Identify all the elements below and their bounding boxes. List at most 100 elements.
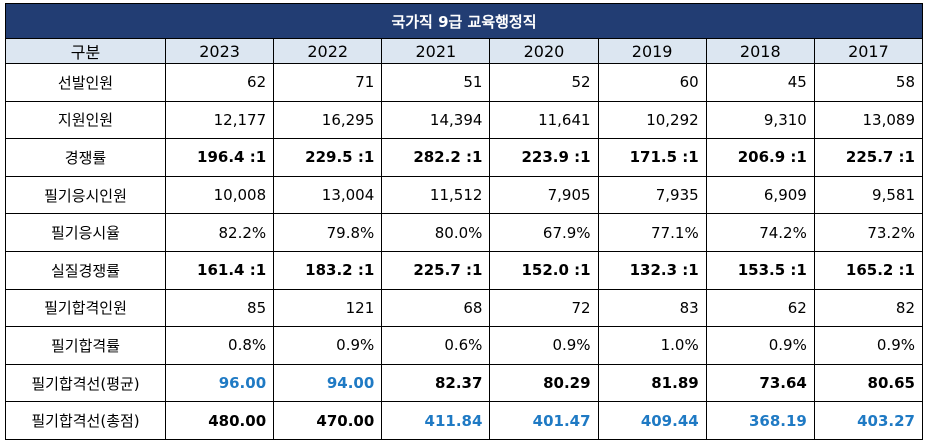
table-cell: 79.8% [273, 213, 383, 252]
row-label: 필기합격인원 [5, 288, 166, 328]
table-cell: 71 [273, 63, 383, 102]
table-cell: 7,905 [489, 175, 599, 215]
year-header: 2023 [164, 38, 275, 64]
row-label: 필기합격선(평균) [5, 363, 166, 403]
table-cell: 153.5 :1 [705, 250, 815, 290]
table-cell: 10,008 [164, 175, 275, 215]
row-label: 실질경쟁률 [5, 250, 166, 290]
table-cell: 1.0% [597, 326, 707, 365]
table-row: 경쟁률 196.4 :1 229.5 :1 282.2 :1 223.9 :1 171.5… [5, 138, 924, 177]
table-cell: 229.5 :1 [273, 138, 383, 177]
table-cell: 67.9% [489, 213, 599, 252]
table-cell: 10,292 [597, 100, 707, 140]
table-cell: 80.29 [489, 363, 599, 403]
table-row: 선발인원 62 71 51 52 60 45 58 [5, 63, 924, 102]
table-cell: 62 [164, 63, 275, 102]
year-header: 2018 [705, 38, 815, 64]
table-cell: 196.4 :1 [164, 138, 275, 177]
table-body: 선발인원 62 71 51 52 60 45 58 지원인원 12,177 16,295 14,394… [5, 63, 924, 440]
table-cell: 223.9 :1 [489, 138, 599, 177]
table-cell: 14,394 [381, 100, 491, 140]
table-cell: 94.00 [273, 363, 383, 403]
year-header: 2021 [381, 38, 491, 64]
table-cell: 80.0% [381, 213, 491, 252]
table-cell: 0.9% [273, 326, 383, 365]
title-row: 국가직 9급 교육행정직 [5, 3, 923, 39]
table-cell: 9,310 [705, 100, 815, 140]
table-cell: 206.9 :1 [705, 138, 815, 177]
table-cell: 12,177 [164, 100, 275, 140]
table-cell: 81.89 [597, 363, 707, 403]
table-cell: 171.5 :1 [597, 138, 707, 177]
row-label: 필기합격선(총점) [5, 401, 166, 440]
table-cell: 0.9% [489, 326, 599, 365]
table-cell: 62 [705, 288, 815, 328]
row-label: 필기응시인원 [5, 175, 166, 215]
table-cell: 16,295 [273, 100, 383, 140]
header-row: 구분 2023 2022 2021 2020 2019 2018 2017 [5, 38, 924, 64]
table-cell: 161.4 :1 [164, 250, 275, 290]
table-cell: 45 [705, 63, 815, 102]
year-header: 2019 [597, 38, 707, 64]
table-cell: 0.9% [813, 326, 924, 365]
table-cell: 82 [813, 288, 924, 328]
table-cell: 73.64 [705, 363, 815, 403]
table-cell: 11,641 [489, 100, 599, 140]
row-label: 선발인원 [5, 63, 166, 102]
table-cell: 121 [273, 288, 383, 328]
table-cell: 13,089 [813, 100, 924, 140]
table-title: 국가직 9급 교육행정직 [5, 3, 923, 39]
table-cell: 409.44 [597, 401, 707, 440]
table-cell: 0.9% [705, 326, 815, 365]
table-cell: 68 [381, 288, 491, 328]
table-cell: 282.2 :1 [381, 138, 491, 177]
table-cell: 183.2 :1 [273, 250, 383, 290]
table-cell: 6,909 [705, 175, 815, 215]
table-row: 지원인원 12,177 16,295 14,394 11,641 10,292 9,310 1… [5, 100, 924, 140]
table-cell: 96.00 [164, 363, 275, 403]
table-row: 필기합격인원 85 121 68 72 83 62 82 [5, 288, 924, 328]
table-cell: 0.6% [381, 326, 491, 365]
table-cell: 225.7 :1 [381, 250, 491, 290]
table-cell: 132.3 :1 [597, 250, 707, 290]
table-cell: 72 [489, 288, 599, 328]
exam-stats-table: 국가직 9급 교육행정직 구분 2023 2022 2021 2020 2019… [5, 3, 924, 440]
table-row: 필기응시인원 10,008 13,004 11,512 7,905 7,935 6,909 9… [5, 175, 924, 215]
table-row: 실질경쟁률 161.4 :1 183.2 :1 225.7 :1 152.0 :1 132… [5, 250, 924, 290]
year-header: 2017 [813, 38, 924, 64]
table-cell: 77.1% [597, 213, 707, 252]
table-cell: 470.00 [273, 401, 383, 440]
table-cell: 9,581 [813, 175, 924, 215]
table-row: 필기합격선(평균) 96.00 94.00 82.37 80.29 81.89 73.64 8… [5, 363, 924, 403]
table-cell: 401.47 [489, 401, 599, 440]
table-cell: 60 [597, 63, 707, 102]
table-cell: 80.65 [813, 363, 924, 403]
table-cell: 411.84 [381, 401, 491, 440]
table-cell: 11,512 [381, 175, 491, 215]
table-cell: 0.8% [164, 326, 275, 365]
year-header: 2022 [273, 38, 383, 64]
table-cell: 368.19 [705, 401, 815, 440]
table-row: 필기합격선(총점) 480.00 470.00 411.84 401.47 409.44 3… [5, 401, 924, 440]
table-cell: 82.37 [381, 363, 491, 403]
row-label: 지원인원 [5, 100, 166, 140]
table-cell: 403.27 [813, 401, 924, 440]
year-header: 2020 [489, 38, 599, 64]
table-cell: 165.2 :1 [813, 250, 924, 290]
table-cell: 82.2% [164, 213, 275, 252]
table-cell: 83 [597, 288, 707, 328]
row-label: 필기합격률 [5, 326, 166, 365]
table-row: 필기합격률 0.8% 0.9% 0.6% 0.9% 1.0% 0.9% 0.9% [5, 326, 924, 365]
row-label: 필기응시율 [5, 213, 166, 252]
table-row: 필기응시율 82.2% 79.8% 80.0% 67.9% 77.1% 74.2% 73.2% [5, 213, 924, 252]
table-cell: 7,935 [597, 175, 707, 215]
table-cell: 73.2% [813, 213, 924, 252]
table-cell: 13,004 [273, 175, 383, 215]
table-cell: 152.0 :1 [489, 250, 599, 290]
table-cell: 85 [164, 288, 275, 328]
table-cell: 74.2% [705, 213, 815, 252]
table-cell: 52 [489, 63, 599, 102]
table-cell: 58 [813, 63, 924, 102]
header-label: 구분 [5, 38, 166, 64]
